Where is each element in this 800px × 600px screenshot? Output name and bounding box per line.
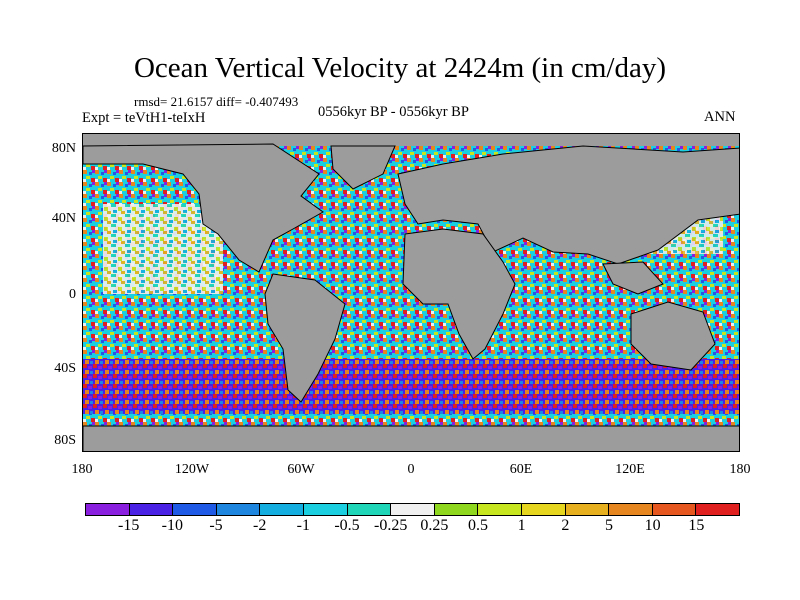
rmsd-diff-stats: rmsd= 21.6157 diff= -0.407493 [134,94,299,109]
colorbar-segment-10 [521,504,566,515]
colorbar-label: 10 [644,517,661,534]
time-period-label: 0556kyr BP - 0556kyr BP [318,104,469,120]
lon-label-60e: 60E [509,462,533,477]
colorbar-segment-5 [303,504,348,515]
antarctica [83,425,739,451]
colorbar-label: 5 [605,517,613,534]
lon-label-120w: 120W [174,462,210,477]
lon-label-120e: 120E [615,462,645,477]
southern-ocean-band [83,359,739,414]
colorbar-label: -1 [296,517,310,534]
colorbar-label: 0.25 [420,517,449,534]
lat-label-40s: 40S [54,361,76,376]
map-canvas [83,134,739,451]
continents [83,134,739,451]
colorbar-segment-7 [391,504,435,515]
colorbar-label: -0.5 [334,517,360,534]
colorbar-segment-3 [216,504,261,515]
experiment-label: Expt = teVtH1-teIxH [82,110,206,126]
colorbar-segment-13 [652,504,697,515]
colorbar-segment-2 [173,504,217,515]
colorbar-segment-4 [260,504,304,515]
colorbar-label: -0.25 [373,517,408,534]
colorbar-label: -5 [209,517,223,534]
ocean-velocity-map [82,133,740,452]
colorbar [85,503,740,516]
colorbar-label: -10 [161,517,183,534]
north-america [83,143,324,273]
colorbar-segment-8 [434,504,479,515]
colorbar-label: 15 [688,517,705,534]
maritime-continent [602,261,664,295]
lon-label-180w: 180 [71,462,93,477]
lat-label-40n: 40N [51,211,76,226]
colorbar-segment-9 [478,504,522,515]
greenland [330,145,396,190]
lat-label-80n: 80N [51,141,76,156]
colorbar-segment-0 [86,504,130,515]
colorbar-label: -15 [117,517,140,534]
colorbar-label: 1 [517,517,526,534]
colorbar-segment-6 [347,504,392,515]
colorbar-label: -2 [252,517,267,534]
colorbar-label: 0.5 [468,517,488,534]
lon-label-0: 0 [407,462,415,477]
colorbar-segment-11 [565,504,610,515]
map-title: Ocean Vertical Velocity at 2424m (in cm/… [133,52,667,84]
lon-label-60w: 60W [287,462,315,477]
lat-label-80s: 80S [54,433,76,448]
colorbar-segment-1 [129,504,174,515]
colorbar-segment-14 [696,504,739,515]
season-label: ANN [704,109,736,125]
colorbar-label: 2 [561,517,570,534]
colorbar-segment-12 [609,504,653,515]
lon-label-180e: 180 [729,462,751,477]
australia [630,301,716,371]
africa [402,228,516,360]
south-america [264,273,346,403]
lat-label-0: 0 [69,287,76,302]
